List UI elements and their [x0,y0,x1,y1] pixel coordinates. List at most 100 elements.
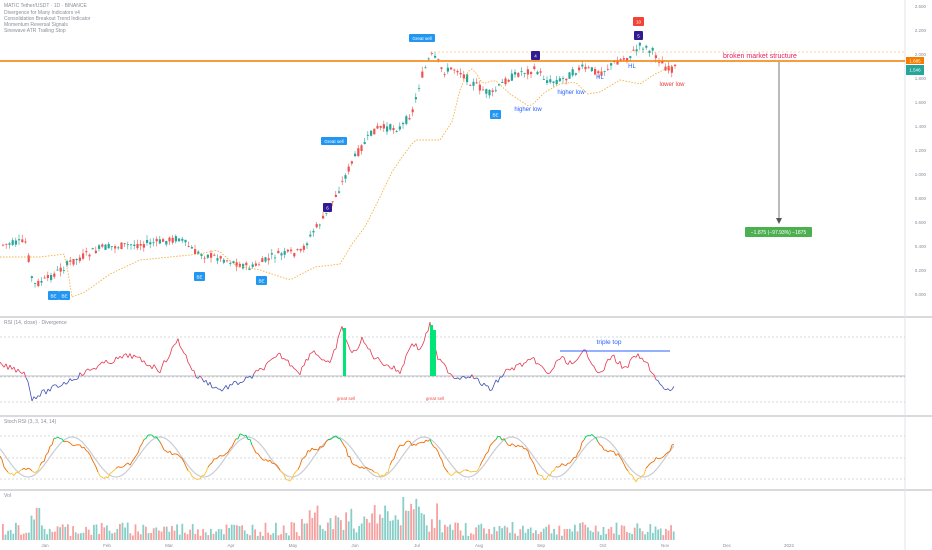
rsi-segment [59,384,63,387]
stoch-k-segment [455,471,459,474]
candle-body [200,254,203,256]
signal-great-sell[interactable]: Great sell [321,137,347,145]
rsi-segment [427,322,431,332]
price-axis[interactable]: 2.500 2.200 2.000 1.800 1.600 1.400 1.200 1.000… [915,4,927,297]
stoch-k-segment [345,448,349,457]
rsi-segment [363,342,367,346]
rsi-segment [275,353,279,358]
candle-body [626,58,629,61]
rsi-segment [85,368,89,371]
signal-top-label: 10 [636,20,642,25]
measure-label-box[interactable] [745,227,812,237]
stoch-k-segment [467,470,471,473]
candle-body [674,64,677,67]
stoch-k-segment [79,444,83,449]
signal-count-badge[interactable]: 5 [634,31,643,40]
stoch-k-segment [475,469,479,473]
rsi-segment [57,386,61,388]
rsi-segment [621,366,625,369]
stoch-k-segment [535,469,539,475]
stoch-k-segment [667,450,671,453]
signal-be[interactable]: BE [194,272,205,281]
signal-count-badge[interactable]: 6 [323,203,332,212]
stoch-k-segment [403,441,407,446]
symbol-title[interactable]: MATIC Tether/USDT · 1D · BINANCE [4,3,87,9]
candle-body [190,247,193,249]
rsi-segment [79,372,83,376]
stoch-k-segment [361,466,365,470]
signal-be[interactable]: BE [256,276,267,285]
signal-be[interactable]: BE [48,291,59,300]
signal-count-badge[interactable]: 4 [531,51,540,60]
volume-bar [20,534,22,540]
indicator-legend[interactable]: Consolidation Breakout Trend Indicator [4,16,91,22]
indicator-legend[interactable]: Sinewave ATR Trailing Stop [4,28,66,34]
stoch-k-segment [591,434,595,437]
rsi-segment [421,341,425,346]
stoch-k-segment [621,459,625,465]
candle-body [469,85,472,86]
candle-body [434,55,437,58]
rsi-segment [69,378,73,382]
stoch-k-segment [203,471,207,476]
rsi-pane-title[interactable]: RSI (14, close) · Divergence [4,320,67,326]
rsi-segment [105,359,109,364]
rsi-segment [669,389,673,392]
candle-body [456,71,459,73]
volume-bar [236,525,238,540]
volume-bar [124,527,126,540]
candle-body [658,62,661,64]
stoch-k-segment [665,451,669,455]
rsi-segment [339,326,343,332]
stoch-k-segment [609,450,613,452]
volume-bar [441,532,444,540]
volume-bar [197,529,199,540]
stoch-k-segment [91,459,95,464]
candle-body [533,66,536,69]
volume-bar [431,519,433,540]
volume-pane-title[interactable]: Vol [4,493,11,499]
time-axis[interactable]: Jan Feb Mar Apr May Jun Jul Aug Sep Oct Nov Dec 2022 [41,543,794,548]
stoch-k-segment [571,457,575,461]
stoch-k-segment [613,451,617,456]
volume-bar [246,533,249,540]
indicator-legend[interactable]: Momentum Reversal Signals [4,22,68,28]
rsi-segment [9,364,13,370]
stoch-k-segment [343,445,347,449]
rsi-segment [439,358,443,363]
signal-great-sell-label: Great sell [324,139,343,144]
stoch-k-segment [357,466,361,469]
time-axis-label: Sep [537,543,546,548]
signal-great-sell[interactable]: Great sell [409,34,435,42]
stoch-k-segment [441,460,445,467]
volume-bar [410,503,412,540]
candle-body [34,283,37,284]
stoch-k-segment [295,469,299,472]
stoch-pane-title[interactable]: Stoch RSI (3, 3, 14, 14) [4,419,57,425]
candle-body [325,212,328,214]
stoch-k-segment [139,443,143,448]
rsi-segment [655,379,659,381]
stoch-k-segment [67,441,71,444]
signal-be[interactable]: BE [59,291,70,300]
rsi-segment [177,338,181,347]
stoch-k-segment [125,462,129,465]
volume-bar [657,529,659,540]
candle-body [520,71,523,73]
candle-body [59,267,62,272]
volume-bar [446,526,449,540]
rsi-segment [361,336,365,343]
rsi-segment [509,367,513,371]
candle-body [616,61,619,65]
candle-body [306,243,309,246]
volume-bar [204,532,207,540]
stoch-k-segment [359,466,363,469]
rsi-segment [319,357,323,361]
signal-top-badge[interactable]: 10 [633,17,644,26]
indicator-legend[interactable]: Divergence for Many Indicators v4 [4,10,80,16]
stoch-k-segment [191,475,195,479]
candle-body [382,124,385,129]
signal-be[interactable]: BE [490,110,501,119]
volume-bar [540,531,542,540]
